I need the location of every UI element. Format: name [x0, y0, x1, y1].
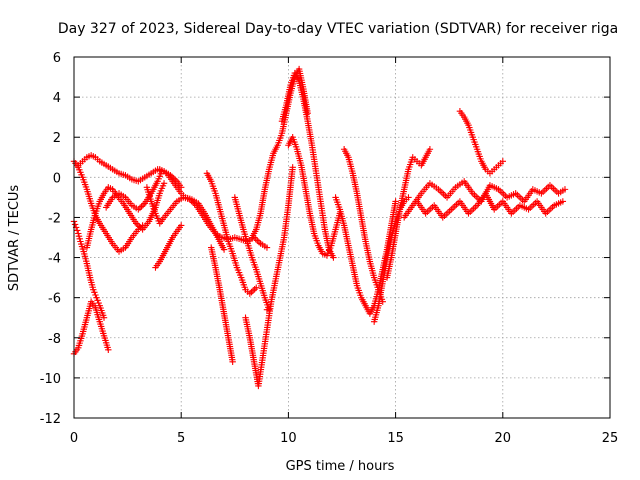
- y-tick-label: 0: [53, 171, 61, 186]
- data-point-s10: [248, 288, 255, 296]
- data-point-s20: [426, 146, 434, 153]
- x-tick-label: 25: [602, 431, 619, 446]
- x-axis-title: GPS time / hours: [286, 459, 395, 474]
- data-point-s2: [74, 227, 81, 234]
- y-tick-label: 6: [53, 51, 61, 66]
- data-point-s10: [253, 284, 260, 291]
- y-tick-label: -2: [48, 211, 61, 226]
- data-point-s7: [254, 237, 261, 244]
- data-point-s10: [249, 287, 257, 294]
- data-point-s2: [100, 314, 108, 321]
- x-tick-label: 0: [70, 431, 78, 446]
- x-tick-label: 10: [280, 431, 297, 446]
- data-point-s17: [392, 198, 399, 205]
- y-tick-label: -12: [40, 412, 61, 427]
- data-point-s10: [251, 285, 258, 293]
- data-point-s7: [255, 238, 263, 246]
- x-tick-label: 15: [387, 431, 404, 446]
- data-point-s8: [178, 222, 185, 229]
- data-point-s1: [105, 346, 112, 354]
- tick-labels: 0 5 10 15 20 25 -12 -10 -8 -6 -4 -2 0 2 4 6: [40, 51, 619, 446]
- grid-lines: [74, 57, 610, 418]
- data-point-s6: [139, 201, 147, 209]
- data-point-s22: [559, 198, 567, 205]
- data-point-s21: [561, 186, 569, 193]
- data-point-s6: [136, 204, 144, 212]
- y-tick-label: 4: [53, 91, 61, 106]
- y-tick-label: -8: [48, 332, 61, 347]
- data-point-s19: [405, 194, 412, 201]
- data-point-s5: [160, 180, 168, 187]
- data-point-s9: [220, 246, 228, 253]
- data-point-s7: [263, 244, 271, 251]
- axis-ticks: [73, 56, 611, 419]
- chart-title: Day 327 of 2023, Sidereal Day-to-day VTE…: [58, 21, 618, 37]
- x-tick-label: 20: [495, 431, 512, 446]
- y-axis-title: SDTVAR / TECUs: [7, 185, 22, 292]
- y-tick-label: -10: [40, 372, 61, 387]
- x-tick-label: 5: [177, 431, 185, 446]
- data-point-s11: [229, 358, 236, 366]
- plot-frame: [73, 56, 611, 419]
- data-point-s23: [499, 158, 506, 165]
- data-point-s2: [71, 221, 79, 228]
- data-point-isolated: [263, 306, 271, 313]
- y-tick-label: -6: [48, 292, 61, 307]
- data-point-s13: [289, 164, 296, 171]
- y-tick-label: 2: [53, 131, 61, 146]
- data-point-s6: [138, 203, 145, 210]
- y-tick-label: -4: [48, 252, 61, 267]
- data-points: [70, 65, 569, 390]
- data-point-s15: [330, 254, 337, 261]
